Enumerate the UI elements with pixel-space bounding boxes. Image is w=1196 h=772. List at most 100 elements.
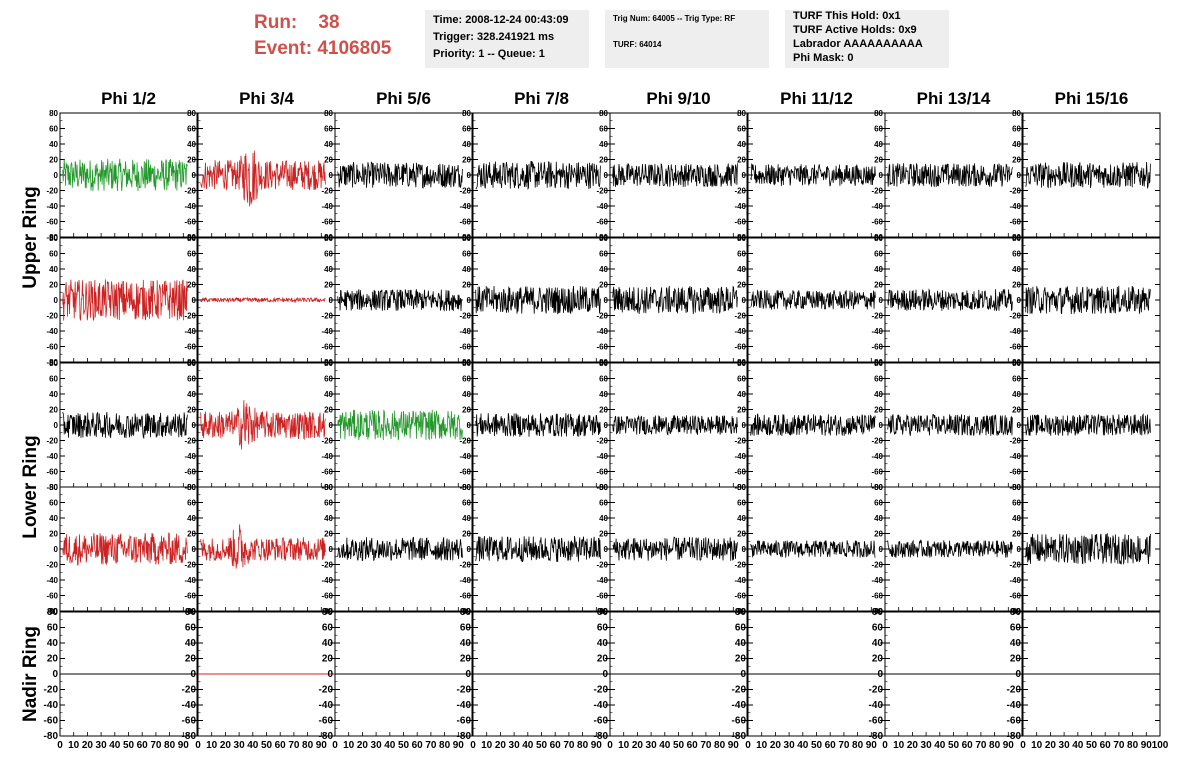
waveform-trace xyxy=(612,285,738,315)
y-tick-label: 80 xyxy=(874,109,883,118)
y-tick-label: 0 xyxy=(879,171,884,180)
y-tick-label: 0 xyxy=(329,296,334,305)
waveform-trace xyxy=(750,289,876,310)
x-tick-label: 80 xyxy=(852,740,864,751)
y-tick-label: 80 xyxy=(1012,483,1021,492)
y-tick-label: -40 xyxy=(46,202,58,211)
y-tick-label: -80 xyxy=(44,731,59,742)
y-tick-label: 0 xyxy=(465,669,471,680)
y-tick-label: 20 xyxy=(460,654,472,665)
y-tick-label: 20 xyxy=(187,406,196,415)
y-tick-label: 0 xyxy=(192,171,197,180)
trigger-info-box: Trig Num: 64005 -- Trig Type: RF TURF: 6… xyxy=(605,10,769,68)
y-tick-label: -40 xyxy=(1009,202,1021,211)
y-tick-label: -20 xyxy=(871,187,883,196)
y-tick-label: 40 xyxy=(324,514,333,523)
y-tick-label: -40 xyxy=(182,700,197,711)
y-tick-label: 0 xyxy=(329,171,334,180)
y-tick-label: 80 xyxy=(874,483,883,492)
y-tick-label: -60 xyxy=(734,218,746,227)
y-tick-label: -60 xyxy=(734,592,746,601)
y-tick-label: -80 xyxy=(594,731,609,742)
y-tick-label: 40 xyxy=(462,140,471,149)
y-tick-label: -80 xyxy=(182,731,197,742)
y-tick-label: -20 xyxy=(871,312,883,321)
y-tick-label: 60 xyxy=(322,623,334,634)
x-tick-label: 10 xyxy=(618,740,630,751)
y-tick-label: -60 xyxy=(732,716,747,727)
x-tick-label: 40 xyxy=(384,740,396,751)
y-tick-label: 60 xyxy=(1012,499,1021,508)
y-tick-label: 0 xyxy=(604,545,609,554)
y-tick-label: 20 xyxy=(462,281,471,290)
y-tick-label: 40 xyxy=(49,265,58,274)
y-tick-label: 60 xyxy=(874,375,883,384)
y-tick-label: 20 xyxy=(737,156,746,165)
waveform-trace xyxy=(337,289,463,312)
x-tick-label: 20 xyxy=(770,740,782,751)
waveform-trace xyxy=(475,413,601,437)
y-tick-label: 0 xyxy=(190,669,196,680)
y-tick-label: -80 xyxy=(46,607,58,616)
ring-label: Upper Ring xyxy=(20,186,41,288)
y-tick-label: -60 xyxy=(871,592,883,601)
y-tick-label: 60 xyxy=(49,499,58,508)
waveform-trace xyxy=(887,162,1013,187)
y-tick-label: -40 xyxy=(596,452,608,461)
waveform-trace xyxy=(200,296,326,304)
column-header: Phi 11/12 xyxy=(780,89,853,108)
y-tick-label: -40 xyxy=(46,452,58,461)
y-tick-label: -80 xyxy=(46,358,58,367)
y-tick-label: 0 xyxy=(54,545,59,554)
x-tick-label: 90 xyxy=(591,740,603,751)
y-tick-label: 40 xyxy=(187,514,196,523)
y-tick-label: 80 xyxy=(185,607,197,618)
y-tick-label: -60 xyxy=(321,343,333,352)
y-tick-label: -40 xyxy=(184,576,196,585)
y-tick-label: 80 xyxy=(599,234,608,243)
y-tick-label: 80 xyxy=(737,483,746,492)
x-tick-label: 70 xyxy=(288,740,300,751)
y-tick-label: 40 xyxy=(1012,390,1021,399)
x-tick-label: 40 xyxy=(659,740,671,751)
y-tick-label: -20 xyxy=(1007,685,1022,696)
y-tick-label: -20 xyxy=(732,685,747,696)
event-value: 4106805 xyxy=(317,38,392,59)
y-tick-label: -40 xyxy=(732,700,747,711)
y-tick-label: 60 xyxy=(599,250,608,259)
x-tick-label: 10 xyxy=(206,740,218,751)
y-tick-label: -40 xyxy=(734,202,746,211)
y-tick-label: -40 xyxy=(594,700,609,711)
x-tick-label: 50 xyxy=(811,740,823,751)
x-tick-label: 10 xyxy=(481,740,493,751)
y-tick-label: 40 xyxy=(47,638,59,649)
x-tick-label: 50 xyxy=(1086,740,1098,751)
y-tick-label: 20 xyxy=(1010,654,1022,665)
x-tick-label: 30 xyxy=(784,740,796,751)
y-tick-label: -20 xyxy=(596,187,608,196)
y-tick-label: -40 xyxy=(46,327,58,336)
y-tick-label: -20 xyxy=(1009,187,1021,196)
y-tick-label: 40 xyxy=(599,514,608,523)
y-tick-label: -60 xyxy=(596,218,608,227)
y-tick-label: -40 xyxy=(184,327,196,336)
y-tick-label: 20 xyxy=(49,281,58,290)
x-tick-label: 0 xyxy=(332,740,338,751)
y-tick-label: 80 xyxy=(597,607,609,618)
waveform-trace xyxy=(200,150,326,207)
x-tick-label: 40 xyxy=(934,740,946,751)
y-tick-label: -60 xyxy=(1009,468,1021,477)
waveform-trace xyxy=(612,415,738,436)
y-tick-label: -60 xyxy=(46,592,58,601)
y-tick-label: -40 xyxy=(871,327,883,336)
y-tick-label: 0 xyxy=(467,421,472,430)
y-tick-label: 20 xyxy=(874,281,883,290)
y-tick-label: -20 xyxy=(319,685,334,696)
x-tick-label: 50 xyxy=(398,740,410,751)
x-tick-label: 20 xyxy=(220,740,232,751)
y-tick-label: -80 xyxy=(457,731,472,742)
x-tick-label: 60 xyxy=(550,740,562,751)
x-tick-label: 90 xyxy=(1003,740,1015,751)
y-tick-label: -60 xyxy=(46,468,58,477)
y-tick-label: -40 xyxy=(734,327,746,336)
